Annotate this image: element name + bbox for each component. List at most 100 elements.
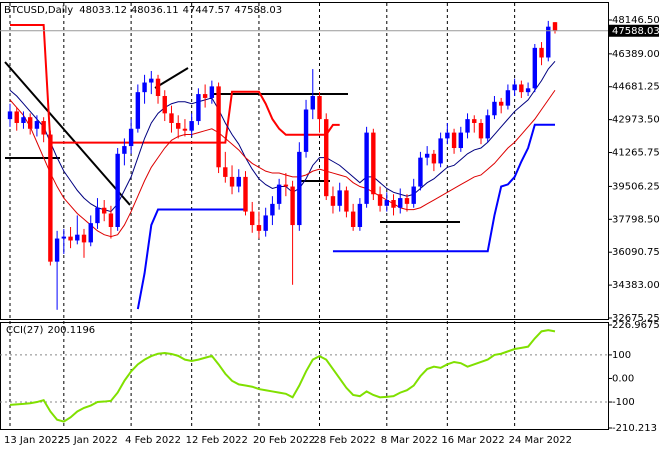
candle-body (276, 184, 282, 204)
symbol: BTCUSD,Daily (4, 5, 73, 16)
candle-body (41, 121, 46, 135)
candle-body (458, 132, 464, 149)
y-tick-label: 46389.00 (612, 49, 660, 60)
candle-body (209, 86, 215, 98)
candle-body (95, 207, 100, 224)
candle-body (478, 122, 484, 139)
candle-body (250, 211, 255, 226)
y-tick-label: 37798.50 (612, 214, 660, 225)
candle-body (14, 111, 19, 123)
candle-body (256, 225, 262, 231)
candle-body (418, 157, 423, 187)
candle-body (505, 90, 511, 106)
candle-body (61, 236, 67, 239)
candle-body (122, 146, 127, 154)
candle-body (142, 82, 147, 93)
x-tick-label: 25 Jan 2022 (58, 435, 118, 446)
y-tick-label: 39506.25 (612, 181, 660, 192)
last-price-label: 47588.03 (612, 26, 660, 37)
x-tick-label: 13 Jan 2022 (4, 435, 64, 446)
candle-body (451, 132, 457, 149)
candle-body (525, 88, 531, 93)
candle-body (552, 22, 558, 31)
candle-body (88, 223, 93, 243)
indicator-line (9, 61, 556, 213)
candle-body (350, 211, 356, 227)
candle-body (472, 119, 477, 123)
candle-body (398, 198, 403, 208)
candle-body (283, 184, 289, 187)
candle-body (48, 134, 53, 262)
y-tick-label: 226.9675 (612, 320, 660, 331)
y-tick-label: -100 (612, 397, 635, 408)
candle-body (243, 176, 248, 212)
candle-body (465, 119, 470, 133)
candle-body (236, 176, 241, 187)
y-tick-label: 100 (612, 350, 631, 361)
candle-body (101, 207, 107, 214)
candle-body (196, 94, 201, 122)
candle-body (75, 234, 80, 241)
candle-body (310, 96, 315, 110)
candle-body (404, 198, 410, 204)
candle-body (411, 186, 416, 204)
candle-body (357, 203, 363, 227)
x-tick-label: 20 Feb 2022 (253, 435, 315, 446)
y-tick-label: 48146.50 (612, 15, 660, 26)
candle-body (202, 94, 208, 98)
last-low: 47447.57 (183, 5, 231, 16)
x-tick-label: 28 Feb 2022 (314, 435, 376, 446)
price-frame (0, 2, 609, 320)
trendline (154, 67, 189, 89)
candle-body (391, 200, 396, 208)
candle-body (512, 84, 517, 91)
candle-body (189, 121, 194, 131)
x-tick-label: 12 Feb 2022 (186, 435, 248, 446)
cci-frame (0, 322, 609, 430)
candle-body (263, 215, 268, 231)
candle-body (135, 92, 141, 129)
candle-body (34, 121, 40, 129)
candle-body (169, 113, 174, 123)
candle-body (21, 117, 26, 123)
candle-body (337, 190, 342, 206)
candle-body (162, 96, 167, 114)
y-tick-label: 41265.75 (612, 148, 660, 159)
candle-body (330, 196, 336, 206)
candle-body (290, 186, 295, 226)
candle-body (176, 122, 181, 129)
indicator-line (9, 89, 556, 238)
y-tick-label: 34383.00 (612, 280, 660, 291)
candle-body (546, 26, 551, 58)
indicator-line (136, 123, 555, 310)
candle-body (485, 115, 490, 139)
candle-body (81, 234, 87, 243)
candle-body (128, 128, 134, 147)
candle-body (317, 96, 322, 120)
candle-body (344, 190, 349, 212)
candle-body (431, 153, 437, 164)
x-tick-label: 8 Mar 2022 (381, 435, 438, 446)
candle-body (303, 109, 309, 152)
y-tick-label: 0.00 (612, 373, 634, 384)
candle-body (492, 101, 497, 116)
last-price-box (609, 24, 659, 37)
candle-body (364, 132, 369, 204)
cci-name: CCI(27) (6, 325, 44, 336)
candle-body (182, 128, 188, 131)
candle-body (384, 200, 389, 206)
candle-body (324, 119, 329, 197)
candle-body (424, 153, 430, 158)
candle-body (216, 86, 221, 168)
candle-body (297, 151, 302, 226)
candle-body (438, 138, 443, 164)
candle-body (115, 153, 120, 227)
y-tick-label: 44681.25 (612, 82, 660, 93)
y-tick-label: 32675.25 (612, 313, 660, 324)
trendline (4, 61, 131, 206)
candle-body (270, 203, 275, 216)
y-tick-label: 36090.75 (612, 247, 660, 258)
indicator-line (9, 329, 556, 423)
cci-last: 200.1196 (47, 325, 95, 336)
